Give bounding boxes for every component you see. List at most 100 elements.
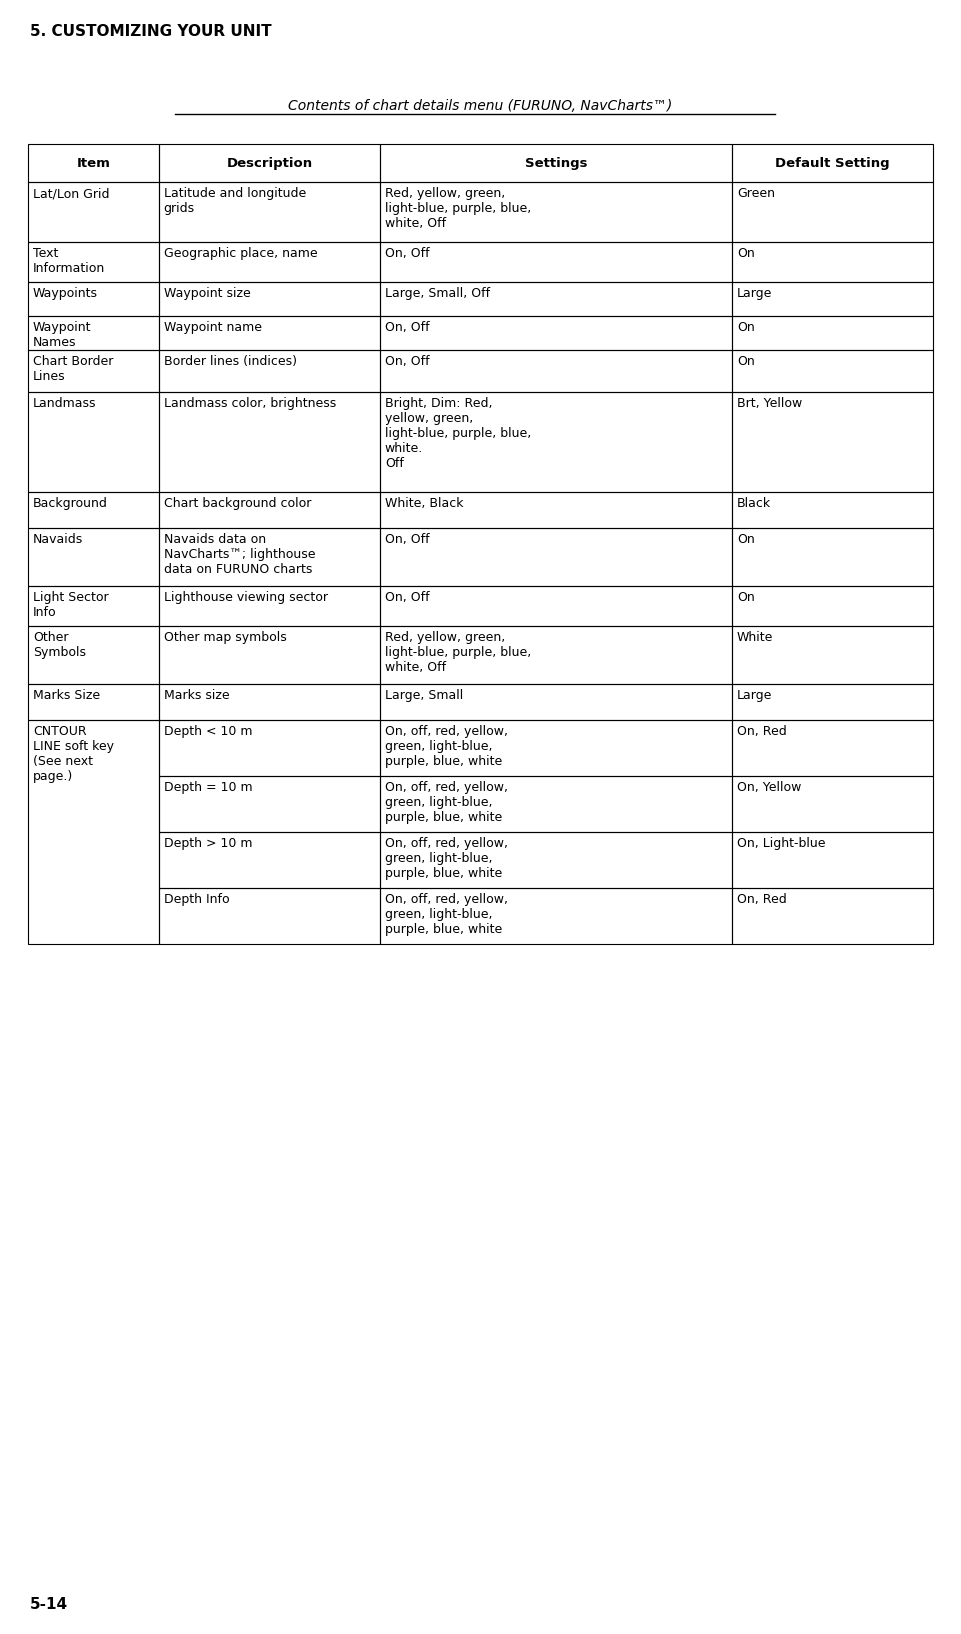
Text: Default Setting: Default Setting: [776, 157, 890, 170]
Bar: [732, 181, 933, 242]
Bar: [28, 392, 159, 492]
Bar: [380, 587, 732, 626]
Bar: [380, 721, 732, 776]
Bar: [732, 776, 933, 832]
Text: On, Off: On, Off: [385, 592, 430, 605]
Text: Settings: Settings: [525, 157, 587, 170]
Bar: [380, 832, 732, 887]
Bar: [159, 685, 380, 721]
Text: On, Red: On, Red: [737, 894, 787, 905]
Text: Depth = 10 m: Depth = 10 m: [163, 781, 253, 794]
Text: Waypoint
Names: Waypoint Names: [33, 320, 91, 350]
Bar: [380, 315, 732, 350]
Bar: [159, 181, 380, 242]
Bar: [159, 392, 380, 492]
Text: On, Off: On, Off: [385, 355, 430, 368]
Bar: [732, 887, 933, 944]
Text: Bright, Dim: Red,
yellow, green,
light-blue, purple, blue,
white.
Off: Bright, Dim: Red, yellow, green, light-b…: [385, 397, 531, 471]
Bar: [732, 350, 933, 392]
Bar: [28, 528, 159, 587]
Bar: [380, 144, 732, 181]
Text: Item: Item: [77, 157, 111, 170]
Text: Depth < 10 m: Depth < 10 m: [163, 725, 252, 739]
Text: Background: Background: [33, 497, 108, 510]
Bar: [159, 315, 380, 350]
Text: Red, yellow, green,
light-blue, purple, blue,
white, Off: Red, yellow, green, light-blue, purple, …: [385, 631, 531, 673]
Text: Landmass color, brightness: Landmass color, brightness: [163, 397, 336, 410]
Text: Waypoints: Waypoints: [33, 288, 98, 301]
Bar: [159, 350, 380, 392]
Text: Contents of chart details menu (FURUNO, NavCharts™): Contents of chart details menu (FURUNO, …: [288, 100, 672, 113]
Bar: [380, 887, 732, 944]
Text: White: White: [737, 631, 774, 644]
Text: Description: Description: [226, 157, 312, 170]
Bar: [28, 685, 159, 721]
Text: Geographic place, name: Geographic place, name: [163, 247, 317, 260]
Text: On, Off: On, Off: [385, 533, 430, 546]
Bar: [380, 242, 732, 283]
Bar: [380, 392, 732, 492]
Bar: [380, 283, 732, 315]
Bar: [380, 685, 732, 721]
Bar: [732, 242, 933, 283]
Bar: [28, 626, 159, 685]
Text: On: On: [737, 355, 754, 368]
Bar: [159, 776, 380, 832]
Text: Red, yellow, green,
light-blue, purple, blue,
white, Off: Red, yellow, green, light-blue, purple, …: [385, 186, 531, 230]
Text: Black: Black: [737, 497, 771, 510]
Bar: [28, 350, 159, 392]
Text: Marks size: Marks size: [163, 690, 230, 703]
Bar: [732, 587, 933, 626]
Bar: [159, 626, 380, 685]
Text: Latitude and longitude
grids: Latitude and longitude grids: [163, 186, 306, 216]
Text: Waypoint name: Waypoint name: [163, 320, 261, 333]
Bar: [732, 315, 933, 350]
Text: Border lines (indices): Border lines (indices): [163, 355, 297, 368]
Text: CNTOUR
LINE soft key
(See next
page.): CNTOUR LINE soft key (See next page.): [33, 725, 114, 783]
Text: Depth Info: Depth Info: [163, 894, 230, 905]
Text: Chart Border
Lines: Chart Border Lines: [33, 355, 113, 382]
Bar: [28, 242, 159, 283]
Bar: [380, 776, 732, 832]
Text: Marks Size: Marks Size: [33, 690, 100, 703]
Text: Light Sector
Info: Light Sector Info: [33, 592, 109, 619]
Bar: [159, 887, 380, 944]
Text: Brt, Yellow: Brt, Yellow: [737, 397, 802, 410]
Bar: [159, 587, 380, 626]
Text: Other map symbols: Other map symbols: [163, 631, 286, 644]
Text: 5. CUSTOMIZING YOUR UNIT: 5. CUSTOMIZING YOUR UNIT: [30, 25, 272, 39]
Text: On: On: [737, 592, 754, 605]
Text: On, Off: On, Off: [385, 320, 430, 333]
Text: Other
Symbols: Other Symbols: [33, 631, 86, 659]
Bar: [732, 721, 933, 776]
Text: On, Yellow: On, Yellow: [737, 781, 801, 794]
Text: Waypoint size: Waypoint size: [163, 288, 251, 301]
Bar: [732, 392, 933, 492]
Bar: [28, 492, 159, 528]
Bar: [732, 144, 933, 181]
Text: On, Off: On, Off: [385, 247, 430, 260]
Bar: [732, 626, 933, 685]
Bar: [380, 181, 732, 242]
Bar: [28, 315, 159, 350]
Text: Lat/Lon Grid: Lat/Lon Grid: [33, 186, 110, 199]
Text: On: On: [737, 247, 754, 260]
Text: Landmass: Landmass: [33, 397, 96, 410]
Bar: [732, 832, 933, 887]
Text: On, off, red, yellow,
green, light-blue,
purple, blue, white: On, off, red, yellow, green, light-blue,…: [385, 725, 508, 768]
Text: Green: Green: [737, 186, 775, 199]
Bar: [159, 721, 380, 776]
Bar: [732, 528, 933, 587]
Text: White, Black: White, Black: [385, 497, 463, 510]
Text: On, off, red, yellow,
green, light-blue,
purple, blue, white: On, off, red, yellow, green, light-blue,…: [385, 837, 508, 881]
Text: Large, Small: Large, Small: [385, 690, 463, 703]
Bar: [28, 721, 159, 944]
Text: Lighthouse viewing sector: Lighthouse viewing sector: [163, 592, 328, 605]
Text: On: On: [737, 320, 754, 333]
Text: Large: Large: [737, 288, 773, 301]
Bar: [159, 242, 380, 283]
Text: Large, Small, Off: Large, Small, Off: [385, 288, 490, 301]
Bar: [28, 181, 159, 242]
Bar: [732, 685, 933, 721]
Bar: [732, 492, 933, 528]
